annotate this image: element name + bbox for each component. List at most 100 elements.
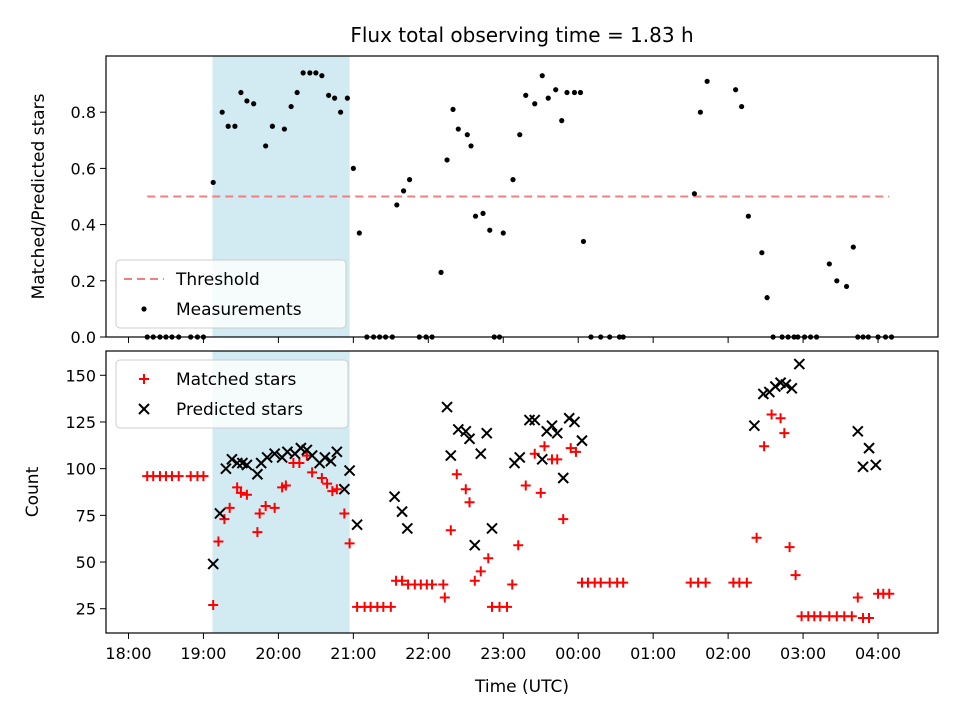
x-tick-label: 01:00 <box>630 644 676 663</box>
measurement-point <box>697 109 703 115</box>
matched-star-marker <box>618 577 629 588</box>
matched-star-marker <box>507 579 518 590</box>
predicted-star-marker <box>529 414 541 426</box>
measurement-point <box>288 103 294 110</box>
predicted-star-marker <box>568 416 581 428</box>
matched-star-marker <box>741 577 752 588</box>
bottom-panel: 25 50 75 100 125 150 18:00 19:00 20:00 21:00 22:0… <box>23 350 939 697</box>
x-tick-label: 20:00 <box>255 644 301 663</box>
matched-star-marker <box>535 487 546 498</box>
measurement-point <box>843 283 850 290</box>
bottom-axes-frame <box>105 350 939 634</box>
matched-star-marker <box>469 575 480 586</box>
predicted-star-marker <box>401 522 414 535</box>
predicted-star-marker <box>445 449 457 462</box>
measurement-point <box>263 143 269 149</box>
predicted-star-marker <box>546 419 558 432</box>
measurement-point <box>510 177 516 183</box>
matched-star-marker <box>254 508 265 519</box>
measurement-point <box>307 70 313 76</box>
matched-star-marker <box>775 413 786 424</box>
y-tick-label: 125 <box>65 413 96 432</box>
predicted-star-marker <box>241 459 253 471</box>
predicted-star-marker <box>319 451 331 464</box>
matched-star-marker <box>385 601 396 612</box>
predicted-star-marker <box>220 462 232 475</box>
predicted-star-marker <box>214 507 226 520</box>
measurement-point <box>455 126 461 132</box>
measurement-point <box>850 244 856 250</box>
matched-star-marker <box>529 448 540 459</box>
matched-star-marker <box>232 482 243 493</box>
x-tick-label: 04:00 <box>855 644 901 663</box>
matched-star-marker <box>790 570 801 581</box>
top-axes-frame <box>105 55 939 338</box>
matched-star-marker <box>208 599 219 610</box>
matched-star-marker <box>884 588 895 599</box>
measurement-point <box>472 213 479 219</box>
measurement-point <box>704 78 710 84</box>
top-legend: Threshold Measurements <box>115 259 347 329</box>
predicted-star-marker <box>769 380 782 393</box>
matched-star-marker <box>294 458 305 469</box>
matched-star-marker <box>427 579 438 590</box>
top-x-ticks <box>127 337 879 343</box>
predicted-star-marker <box>786 382 798 395</box>
matched-star-marker <box>565 443 576 454</box>
matched-star-marker <box>852 592 863 603</box>
measurement-point <box>232 123 238 129</box>
measurement-point <box>300 70 306 76</box>
bottom-y-axis-label: Count <box>23 466 43 517</box>
matched-star-marker <box>269 502 280 513</box>
matched-star-marker <box>784 542 795 553</box>
predicted-star-marker <box>463 433 476 445</box>
predicted-star-marker <box>396 505 408 518</box>
predicted-star-marker <box>226 453 238 466</box>
measurement-point <box>251 101 257 107</box>
predicted-star-marker <box>557 472 569 484</box>
measurement-point <box>238 89 244 96</box>
measurement-point <box>350 165 356 171</box>
predicted-star-marker <box>481 427 493 439</box>
matched-star-marker <box>219 514 230 525</box>
measurement-point <box>450 106 456 112</box>
measurement-point <box>571 89 578 96</box>
measurement-point <box>517 132 523 138</box>
measurement-point <box>210 179 216 186</box>
legend-entry-label: Matched stars <box>176 370 296 390</box>
predicted-star-marker <box>551 427 563 439</box>
matched-star-marker <box>539 441 550 452</box>
matched-star-marker <box>570 446 581 457</box>
matched-star-marker <box>301 450 312 461</box>
matched-star-marker <box>700 577 711 588</box>
measurement-point <box>545 95 551 101</box>
predicted-star-marker <box>251 468 264 480</box>
measurement-point <box>356 230 362 236</box>
measurement-point <box>400 188 407 194</box>
measurement-point <box>733 87 739 93</box>
measurement-point <box>394 202 400 208</box>
matched-star-marker <box>327 486 338 497</box>
predicted-star-marker <box>475 448 487 460</box>
predicted-star-marker <box>852 425 864 438</box>
measurement-point <box>580 238 587 245</box>
measurement-point <box>539 73 545 79</box>
bottom-x-axis: 18:00 19:00 20:00 21:00 22:00 23:00 00:00 01:00… <box>105 633 901 663</box>
matched-star-marker <box>766 409 777 420</box>
measurement-point <box>739 103 745 110</box>
predicted-star-marker <box>523 414 536 426</box>
measurement-point <box>759 250 765 256</box>
measurement-point <box>553 87 559 93</box>
matched-star-marker <box>397 575 408 586</box>
matched-star-marker <box>502 601 513 612</box>
measurement-point <box>464 132 470 138</box>
predicted-star-marker <box>469 539 481 551</box>
measurement-point <box>444 157 450 163</box>
measurement-point <box>332 95 338 101</box>
matched-star-marker <box>445 525 456 536</box>
matched-star-marker <box>307 467 318 478</box>
matched-star-marker <box>280 480 291 491</box>
matched-star-marker <box>339 508 350 519</box>
matched-star-marker <box>460 484 471 495</box>
matched-star-marker <box>595 577 606 588</box>
